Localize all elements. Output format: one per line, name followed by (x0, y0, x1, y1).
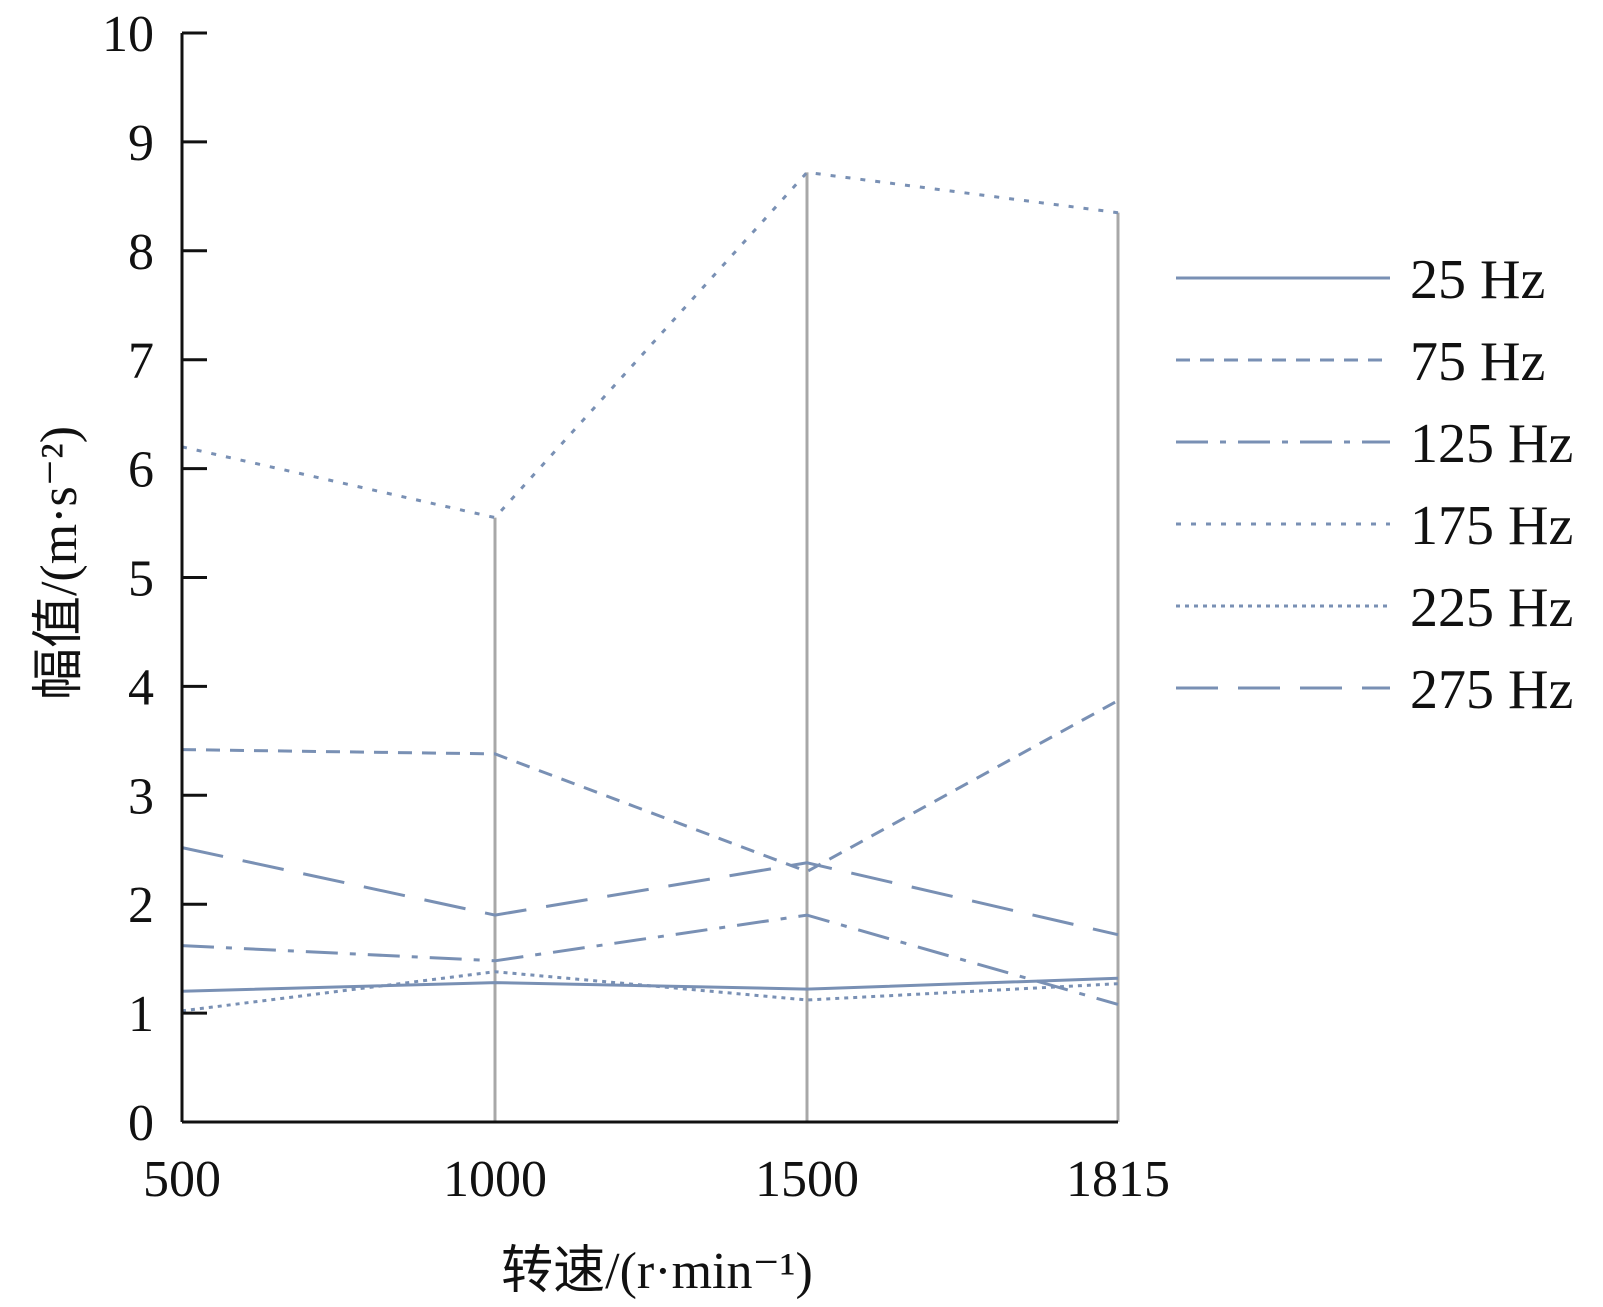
series-lines (181, 170, 1119, 1013)
x-tick-labels: 500 1000 1500 1815 (143, 1151, 1170, 1208)
x-tick-label: 1000 (443, 1151, 547, 1208)
series-line-125hz (181, 913, 1119, 1006)
y-tick-label: 3 (128, 768, 154, 825)
y-tick-label: 0 (128, 1095, 154, 1152)
legend-label: 125 Hz (1410, 413, 1573, 475)
legend-label: 175 Hz (1410, 495, 1573, 557)
y-tick-label: 5 (128, 551, 154, 608)
series-line-225hz (181, 970, 1119, 1013)
y-axis-title: 幅值/(m·s⁻²) (31, 426, 88, 700)
x-axis-title: 转速/(r·min⁻¹) (501, 1243, 813, 1300)
series-line-175hz (181, 170, 1119, 520)
y-tick-label: 10 (102, 6, 154, 63)
x-tick-label: 1815 (1066, 1151, 1170, 1208)
y-tick-label: 6 (128, 442, 154, 499)
legend-label: 25 Hz (1410, 249, 1545, 311)
legend-label: 275 Hz (1410, 659, 1573, 721)
x-tick-label: 500 (143, 1151, 221, 1208)
legend: 25 Hz 75 Hz 125 Hz 175 Hz 225 Hz 275 Hz (1176, 249, 1573, 721)
y-tick-label: 2 (128, 877, 154, 934)
x-tick-label: 1500 (755, 1151, 859, 1208)
series-line-275hz (181, 846, 1119, 937)
y-tick-label: 7 (128, 333, 154, 390)
y-tick-label: 9 (128, 115, 154, 172)
series-line-75hz (181, 699, 1119, 874)
grid-lines (493, 172, 1120, 1122)
series-line-25hz (181, 976, 1119, 993)
y-tick-labels: 0 1 2 3 4 5 6 7 8 9 10 (102, 6, 154, 1152)
y-tick-label: 8 (128, 224, 154, 281)
axes (180, 31, 1118, 1124)
y-tick-label: 4 (128, 659, 154, 716)
y-tick-label: 1 (128, 986, 154, 1043)
legend-label: 75 Hz (1410, 331, 1545, 393)
legend-label: 225 Hz (1410, 577, 1573, 639)
